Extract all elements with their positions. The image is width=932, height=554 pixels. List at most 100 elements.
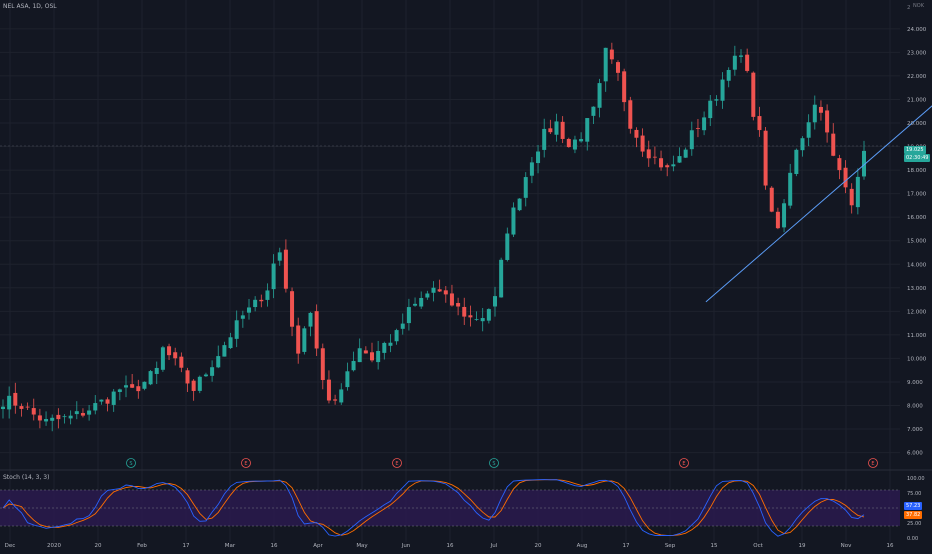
candle-body — [259, 299, 264, 302]
candle-body — [154, 367, 159, 374]
time-axis[interactable]: Dec 2020 20 Feb 17 Mar 16 Apr May Jun 16 Jul 20 Aug 17… — [5, 543, 894, 549]
candle-body — [400, 323, 405, 329]
candle-body — [671, 164, 676, 167]
candle-body — [751, 72, 756, 117]
candle-body — [572, 139, 577, 150]
candle-body — [271, 263, 276, 290]
stoch-tick-label: 75.00 — [907, 491, 921, 497]
candle-body — [191, 380, 196, 391]
candle-body — [240, 315, 245, 319]
candle-body — [480, 318, 485, 322]
candle-body — [640, 135, 645, 152]
candle-body — [431, 287, 436, 293]
candle-body — [99, 399, 104, 402]
candle-body — [19, 406, 24, 409]
event-marker-label: S — [129, 461, 132, 467]
candle-body — [812, 104, 817, 123]
earnings-event-marker — [392, 458, 402, 468]
candle-body — [683, 149, 688, 158]
time-tick-label: Jun — [401, 543, 411, 549]
time-tick-label: 16 — [447, 543, 454, 549]
candle-body — [142, 381, 147, 389]
candle-body — [314, 311, 319, 349]
candle-body — [351, 360, 356, 371]
candle-body — [474, 318, 479, 320]
candle-body — [247, 307, 251, 313]
candle-body — [677, 156, 682, 163]
time-tick-label: Aug — [577, 543, 588, 549]
candle-body — [493, 296, 497, 307]
candle-body — [376, 350, 381, 363]
event-marker-label: E — [682, 461, 685, 467]
last-price-label: 19.025 — [904, 146, 926, 154]
time-tick-label: Nov — [841, 543, 852, 549]
candle-body — [554, 121, 559, 135]
candle-body — [308, 312, 313, 327]
candle-body — [659, 158, 664, 168]
time-tick-label: 16 — [887, 543, 894, 549]
price-tick-label: 14.000 — [907, 262, 927, 268]
candle-body — [185, 370, 190, 384]
candle-body — [56, 414, 61, 420]
candle-body — [665, 165, 670, 168]
candle-body — [652, 156, 657, 158]
stochastic-legend[interactable]: Stoch (14, 3, 3) — [3, 474, 50, 481]
candle-body — [357, 348, 362, 363]
candle-body — [419, 297, 424, 307]
candle-body — [394, 330, 399, 342]
candle-body — [597, 83, 602, 108]
time-tick-label: Dec — [5, 543, 16, 549]
candle-body — [788, 172, 793, 206]
candle-body — [290, 291, 295, 327]
price-tick-label: 23.000 — [907, 50, 927, 56]
split-event-marker — [126, 458, 136, 468]
time-tick-label: Apr — [313, 543, 323, 549]
stoch-tick-label: 0.00 — [907, 536, 918, 542]
candle-body — [222, 345, 227, 357]
price-tick-label: 9.000 — [907, 380, 923, 386]
candle-body — [413, 303, 418, 306]
price-tick-label: 10.000 — [907, 356, 927, 362]
candle-body — [634, 129, 639, 138]
price-axis[interactable]: 24.00023.00022.00021.00020.00019.00018.0… — [907, 5, 927, 457]
stoch-k-label: 57.23 — [904, 502, 923, 510]
candle-body — [609, 49, 614, 60]
candle-body — [689, 130, 694, 150]
candle-body — [732, 55, 737, 70]
candle-body — [843, 167, 848, 188]
candle-body — [591, 106, 596, 116]
candle-body — [173, 352, 178, 359]
price-tick-label: 18.000 — [907, 168, 927, 174]
candle-body — [406, 307, 411, 324]
candle-body — [628, 100, 633, 129]
candle-body — [74, 411, 79, 415]
candle-body — [775, 211, 780, 229]
symbol-legend[interactable]: NEL ASA, 1D, OSL — [3, 3, 57, 10]
candle-body — [757, 116, 762, 131]
price-tick-label: 8.000 — [907, 404, 923, 410]
earnings-event-marker — [868, 458, 878, 468]
candle-body — [25, 406, 30, 408]
price-tick-label: 21.000 — [907, 97, 927, 103]
candle-body — [130, 384, 135, 388]
countdown-label: 02:30:49 — [904, 154, 931, 162]
candle-body — [585, 118, 590, 142]
candle-body — [720, 79, 725, 101]
candle-body — [536, 151, 541, 164]
trend-drawings[interactable] — [705, 43, 932, 303]
candle-body — [13, 392, 18, 406]
price-axis-top-label: 2 — [907, 5, 911, 11]
candle-body — [228, 337, 233, 349]
candle-body — [7, 395, 12, 410]
time-tick-label: Mar — [225, 543, 236, 549]
candle-body — [566, 138, 571, 148]
candle-body — [708, 100, 713, 119]
candle-body — [44, 419, 49, 422]
price-tick-label: 15.000 — [907, 239, 927, 245]
candle-body — [437, 289, 442, 292]
candle-body — [370, 352, 374, 361]
